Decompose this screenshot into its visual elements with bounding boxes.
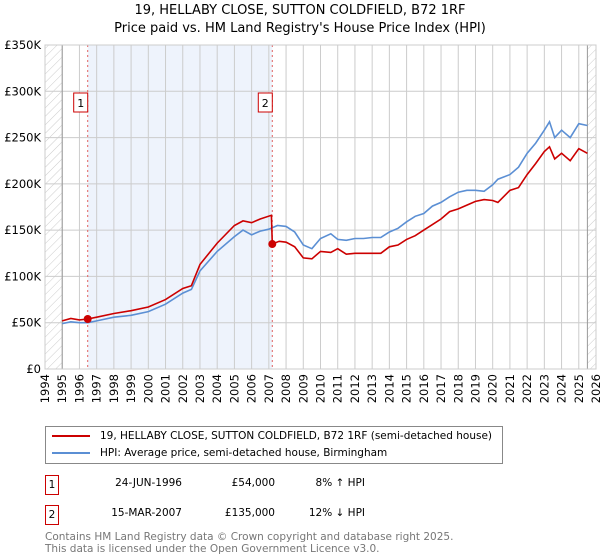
legend-label: 19, HELLABY CLOSE, SUTTON COLDFIELD, B72… <box>100 430 493 442</box>
y-tick-label: £250K <box>4 131 41 145</box>
y-tick-label: £0 <box>26 362 41 376</box>
footer-copyright: Contains HM Land Registry data © Crown c… <box>45 531 454 543</box>
x-tick-label: 2019 <box>468 374 482 403</box>
x-tick-label: 2001 <box>159 374 173 403</box>
x-tick-label: 1996 <box>72 374 86 403</box>
footer: Contains HM Land Registry data © Crown c… <box>45 531 453 555</box>
x-tick-label: 2005 <box>227 374 241 403</box>
y-tick-label: £100K <box>4 269 41 283</box>
y-tick-label: £350K <box>4 38 41 52</box>
y-tick-label: £300K <box>4 84 41 98</box>
legend-item-property: 19, HELLABY CLOSE, SUTTON COLDFIELD, B72… <box>52 430 492 442</box>
sale-label-number: 2 <box>262 97 269 110</box>
chart-title: 19, HELLABY CLOSE, SUTTON COLDFIELD, B72… <box>134 3 466 18</box>
x-tick-label: 2011 <box>331 374 345 403</box>
x-tick-label: 2000 <box>141 374 155 403</box>
x-tick-label: 1998 <box>107 374 121 403</box>
x-tick-label: 1997 <box>90 374 104 403</box>
footer-licence: This data is licensed under the Open Gov… <box>45 543 380 555</box>
sale-hpi-diff: 12% ↓ HPI <box>308 507 365 519</box>
series-line-hpi <box>62 119 588 325</box>
sale-badge: 2 <box>45 505 59 525</box>
x-tick-label: 2016 <box>417 374 431 403</box>
ownership-shade <box>87 45 273 369</box>
y-tick-label: £200K <box>4 177 41 191</box>
plot-area: 1994 1995 1996 1997 1998 1999 2000 2001 2002 2003… <box>4 38 600 403</box>
chart-subtitle: Price paid vs. HM Land Registry's House … <box>114 21 486 36</box>
x-tick-label: 2026 <box>589 374 600 403</box>
x-tick-label: 2013 <box>365 374 379 403</box>
x-tick-label: 2017 <box>434 374 448 403</box>
x-tick-label: 1995 <box>55 374 69 403</box>
x-tick-label: 2008 <box>279 374 293 403</box>
sale-price: £135,000 <box>224 507 275 519</box>
x-tick-label: 1999 <box>124 374 138 403</box>
sale-badge: 1 <box>45 475 59 495</box>
x-tick-label: 2025 <box>572 374 586 403</box>
legend-swatch-red <box>52 435 90 437</box>
x-tick-label: 2022 <box>520 374 534 403</box>
legend-item-hpi: HPI: Average price, semi-detached house,… <box>52 447 387 459</box>
hatch-right <box>587 45 596 369</box>
sale-row: 1 24-JUN-1996 £54,000 8% ↑ HPI <box>45 475 365 495</box>
legend-label: HPI: Average price, semi-detached house,… <box>100 447 388 459</box>
x-tick-label: 2018 <box>451 374 465 403</box>
legend: 19, HELLABY CLOSE, SUTTON COLDFIELD, B72… <box>45 426 503 464</box>
x-tick-label: 1994 <box>38 374 52 403</box>
y-tick-label: £50K <box>12 316 42 330</box>
x-tick-label: 2015 <box>400 374 414 403</box>
x-tick-label: 2004 <box>210 374 224 403</box>
series-line-property <box>61 145 588 322</box>
x-tick-label: 2014 <box>382 374 396 403</box>
plot-border <box>44 44 597 370</box>
x-tick-label: 2003 <box>193 374 207 403</box>
x-tick-label: 2010 <box>314 374 328 403</box>
sale-point <box>268 240 277 249</box>
sale-row: 2 15-MAR-2007 £135,000 12% ↓ HPI <box>45 505 365 525</box>
sale-point <box>83 315 92 324</box>
x-tick-label: 2006 <box>245 374 259 403</box>
x-tick-label: 2009 <box>296 374 310 403</box>
y-tick-label: £150K <box>4 223 41 237</box>
x-tick-label: 2023 <box>537 374 551 403</box>
x-tick-label: 2007 <box>262 374 276 403</box>
sale-label-box <box>257 92 273 113</box>
sale-label-number: 1 <box>77 97 84 110</box>
x-tick-label: 2020 <box>486 374 500 403</box>
hatch-left <box>45 45 63 369</box>
x-tick-label: 2021 <box>503 374 517 403</box>
sale-label-box <box>73 92 89 113</box>
sale-price: £54,000 <box>231 477 275 489</box>
sale-date: 24-JUN-1996 <box>115 477 182 489</box>
sale-hpi-diff: 8% ↑ HPI <box>315 477 365 489</box>
x-tick-label: 2012 <box>348 374 362 403</box>
legend-swatch-blue <box>52 452 90 454</box>
x-tick-label: 2002 <box>176 374 190 403</box>
sale-date: 15-MAR-2007 <box>111 507 182 519</box>
x-tick-label: 2024 <box>555 374 569 403</box>
